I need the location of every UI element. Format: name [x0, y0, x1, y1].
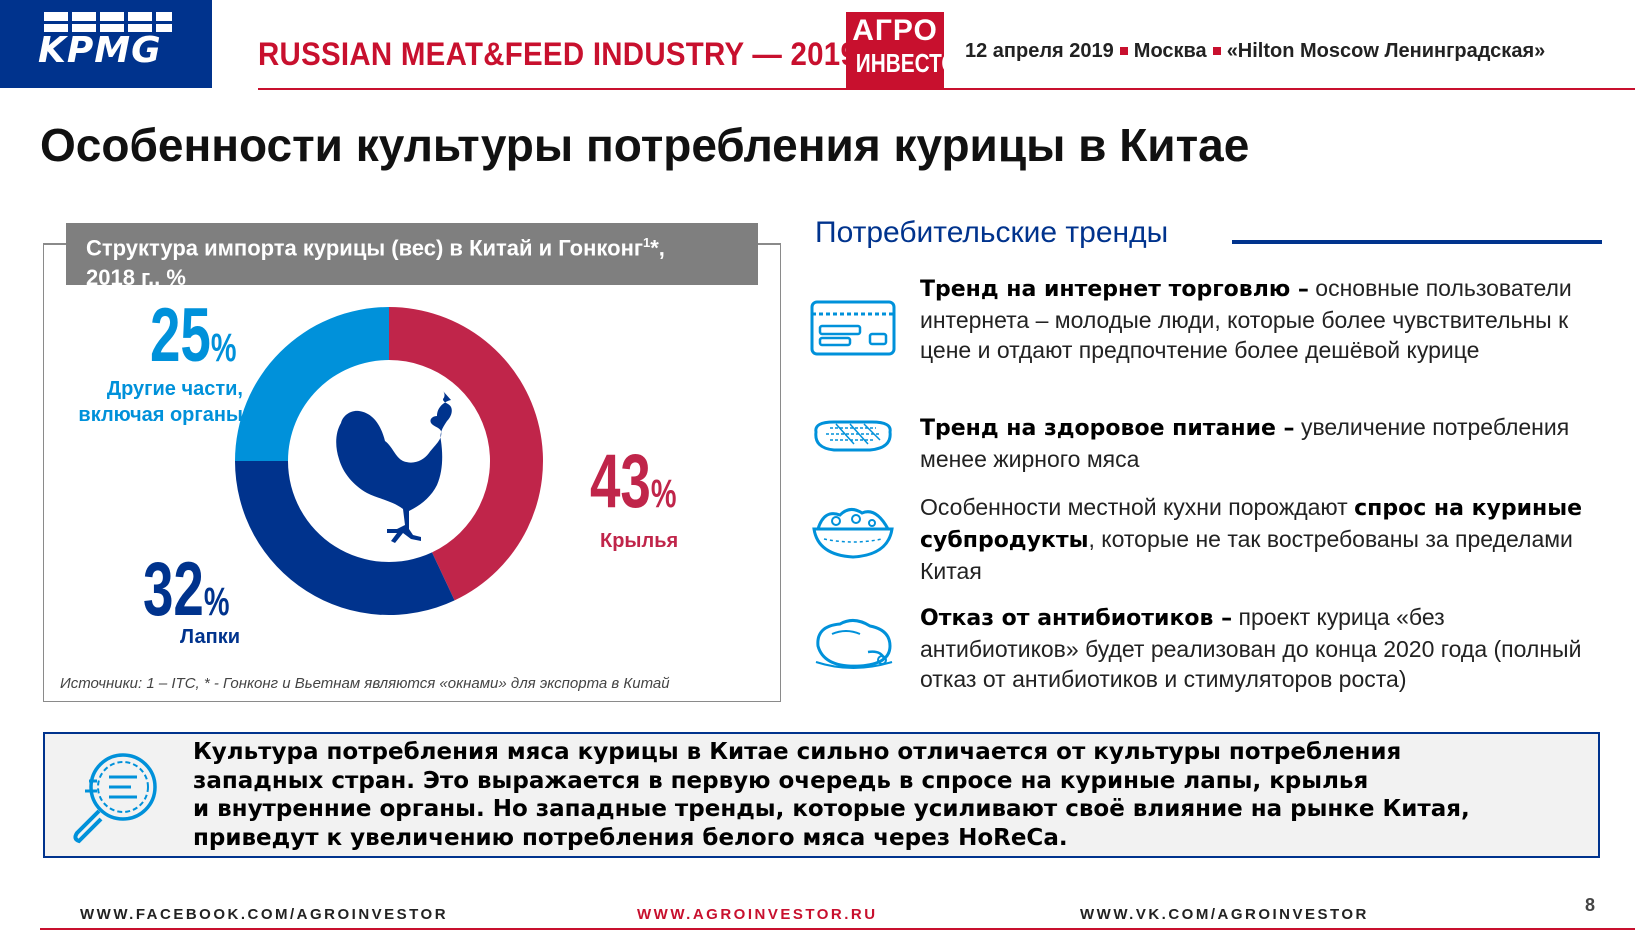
slice-label-paws-value: 32%	[143, 547, 230, 632]
footer-vk-link[interactable]: WWW.VK.COM/AGROINVESTOR	[1080, 906, 1369, 923]
trend-item-healthy-text: увеличение потребления менее жирного мяс…	[920, 414, 1570, 472]
agro-logo-line1: АГРО	[852, 14, 938, 47]
slice-label-other-line2: включая органы	[78, 404, 243, 426]
kpmg-logo: KPMG	[0, 0, 212, 88]
chart-sources: Источники: 1 – ITC, * - Гонконг и Вьетна…	[60, 675, 670, 692]
trend-item-healthy: Тренд на здоровое питание – увеличение п…	[920, 412, 1600, 474]
kpmg-logo-text: KPMG	[38, 30, 162, 71]
conclusion-line2: западных стран. Это выражается в первую …	[193, 767, 1369, 794]
slice-label-wings: Крылья	[600, 530, 679, 552]
footer-facebook-link[interactable]: WWW.FACEBOOK.COM/AGROINVESTOR	[80, 906, 449, 923]
page-number: 8	[1585, 895, 1596, 915]
roast-chicken-icon	[815, 619, 893, 669]
credit-card-icon	[810, 300, 896, 356]
trend-item-cuisine-pre: Особенности местной кухни порождают	[920, 494, 1355, 520]
conclusion-line1: Культура потребления мяса курицы в Китае…	[193, 739, 1402, 765]
conclusion-box	[43, 732, 1600, 858]
trend-item-antibiotics-text: проект курица «без антибиотиков» будет р…	[920, 604, 1582, 692]
chart-heading: Структура импорта курицы (вес) в Китай и…	[66, 223, 758, 290]
agroinvestor-logo: АГРО ИНВЕСТОР	[846, 12, 972, 88]
donut-slice-paws	[235, 461, 455, 615]
header-divider	[258, 88, 1635, 90]
chart-heading-line1: Структура импорта курицы (вес) в Китай и…	[86, 235, 644, 261]
event-info: 12 апреля 2019 Москва «Hilton Moscow Ленин…	[965, 40, 1545, 63]
footer-site-link[interactable]: WWW.AGROINVESTOR.RU	[637, 906, 878, 923]
conclusion-text: Культура потребления мяса курицы в Китае…	[193, 738, 1583, 852]
slice-label-paws: Лапки	[179, 626, 240, 648]
magnifier-document-icon	[73, 753, 157, 844]
agro-logo-line2: ИНВЕСТОР	[855, 48, 972, 78]
slice-label-other-line1: Другие части,	[106, 378, 243, 400]
chart-heading-asterisk: *,	[650, 235, 665, 261]
trend-item-cuisine-text: , которые не так востребованы за предела…	[920, 526, 1573, 584]
event-date: 12 апреля 2019	[965, 40, 1114, 62]
donut-slices	[235, 307, 543, 615]
trend-item-cuisine-bold: спрос на куриные субпродукты	[920, 496, 1583, 553]
trend-item-antibiotics-bold: Отказ от антибиотиков –	[920, 606, 1233, 631]
event-title: RUSSIAN MEAT&FEED INDUSTRY — 2019	[258, 36, 858, 72]
trends-heading-rule	[1232, 240, 1602, 244]
conclusion-line3: и внутренние органы. Но западные тренды,…	[193, 796, 1470, 822]
footer-divider	[40, 928, 1635, 930]
page-title: Особенности культуры потребления курицы …	[40, 119, 1250, 171]
slice-label-wings-value: 43%	[590, 439, 677, 524]
trends-heading: Потребительские тренды	[815, 216, 1169, 249]
event-venue: «Hilton Moscow Ленинградская»	[1226, 40, 1546, 62]
trend-item-antibiotics: Отказ от антибиотиков – проект курица «б…	[920, 602, 1600, 694]
trend-item-online-text: основные пользователи интернета – молоды…	[920, 275, 1572, 363]
conclusion-line4: приведут к увеличению потребления белого…	[193, 824, 1068, 851]
chicken-icon	[336, 391, 452, 543]
trend-item-cuisine: Особенности местной кухни порождают спро…	[920, 492, 1600, 586]
donut-chart	[235, 307, 543, 615]
trend-item-online-bold: Тренд на интернет торговлю –	[920, 277, 1309, 302]
slice-label-other: Другие части, включая органы	[60, 376, 243, 428]
slice-label-other-value: 25%	[150, 293, 237, 378]
chart-panel-frame	[43, 243, 781, 702]
salad-bowl-icon	[812, 508, 894, 559]
chart-heading-line2: 2018 г., %	[86, 265, 186, 291]
separator-square	[1212, 47, 1221, 55]
meat-steak-icon	[814, 420, 892, 452]
donut-slice-wings	[389, 307, 543, 601]
separator-square	[1119, 47, 1128, 55]
event-city: Москва	[1133, 40, 1207, 62]
trend-item-healthy-bold: Тренд на здоровое питание –	[920, 416, 1295, 441]
kpmg-logo-grid	[44, 12, 172, 32]
donut-slice-other	[235, 307, 389, 461]
trend-item-online: Тренд на интернет торговлю – основные по…	[920, 273, 1600, 365]
chart-heading-footnote: 1	[643, 235, 651, 250]
